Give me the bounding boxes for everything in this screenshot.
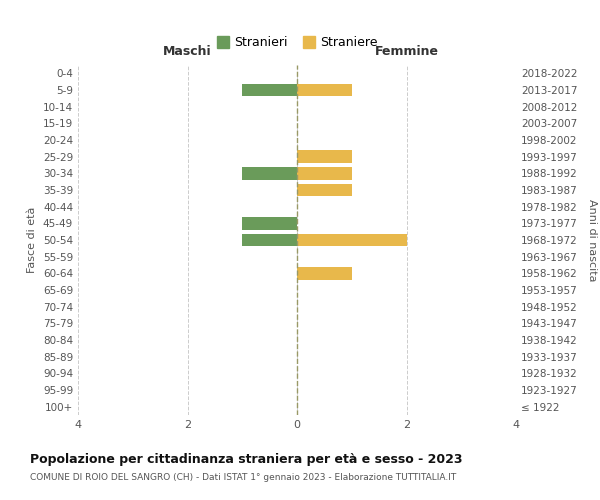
Text: Femmine: Femmine	[374, 45, 439, 58]
Text: COMUNE DI ROIO DEL SANGRO (CH) - Dati ISTAT 1° gennaio 2023 - Elaborazione TUTTI: COMUNE DI ROIO DEL SANGRO (CH) - Dati IS…	[30, 472, 456, 482]
Bar	[297, 84, 352, 96]
Bar	[242, 217, 297, 230]
Bar	[242, 84, 297, 96]
Legend: Stranieri, Straniere: Stranieri, Straniere	[217, 36, 377, 49]
Bar	[297, 167, 352, 179]
Text: Maschi: Maschi	[163, 45, 212, 58]
Bar	[297, 267, 352, 280]
Text: Popolazione per cittadinanza straniera per età e sesso - 2023: Popolazione per cittadinanza straniera p…	[30, 452, 463, 466]
Bar	[297, 184, 352, 196]
Bar	[242, 167, 297, 179]
Bar	[297, 150, 352, 163]
Bar	[242, 234, 297, 246]
Bar	[297, 234, 407, 246]
Y-axis label: Fasce di età: Fasce di età	[28, 207, 37, 273]
Y-axis label: Anni di nascita: Anni di nascita	[587, 198, 597, 281]
